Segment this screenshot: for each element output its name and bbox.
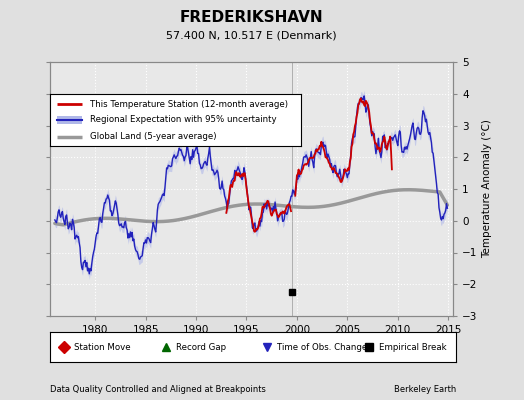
Text: FREDERIKSHAVN: FREDERIKSHAVN xyxy=(180,10,323,25)
Text: 57.400 N, 10.517 E (Denmark): 57.400 N, 10.517 E (Denmark) xyxy=(166,30,337,40)
Text: Time of Obs. Change: Time of Obs. Change xyxy=(277,342,367,352)
Text: Berkeley Earth: Berkeley Earth xyxy=(394,385,456,394)
Text: Station Move: Station Move xyxy=(74,342,131,352)
Text: Global Land (5-year average): Global Land (5-year average) xyxy=(90,132,216,141)
Text: Empirical Break: Empirical Break xyxy=(379,342,446,352)
Text: Regional Expectation with 95% uncertainty: Regional Expectation with 95% uncertaint… xyxy=(90,116,277,124)
Text: Data Quality Controlled and Aligned at Breakpoints: Data Quality Controlled and Aligned at B… xyxy=(50,385,266,394)
Text: Record Gap: Record Gap xyxy=(176,342,226,352)
Text: This Temperature Station (12-month average): This Temperature Station (12-month avera… xyxy=(90,100,288,109)
Y-axis label: Temperature Anomaly (°C): Temperature Anomaly (°C) xyxy=(482,120,492,258)
